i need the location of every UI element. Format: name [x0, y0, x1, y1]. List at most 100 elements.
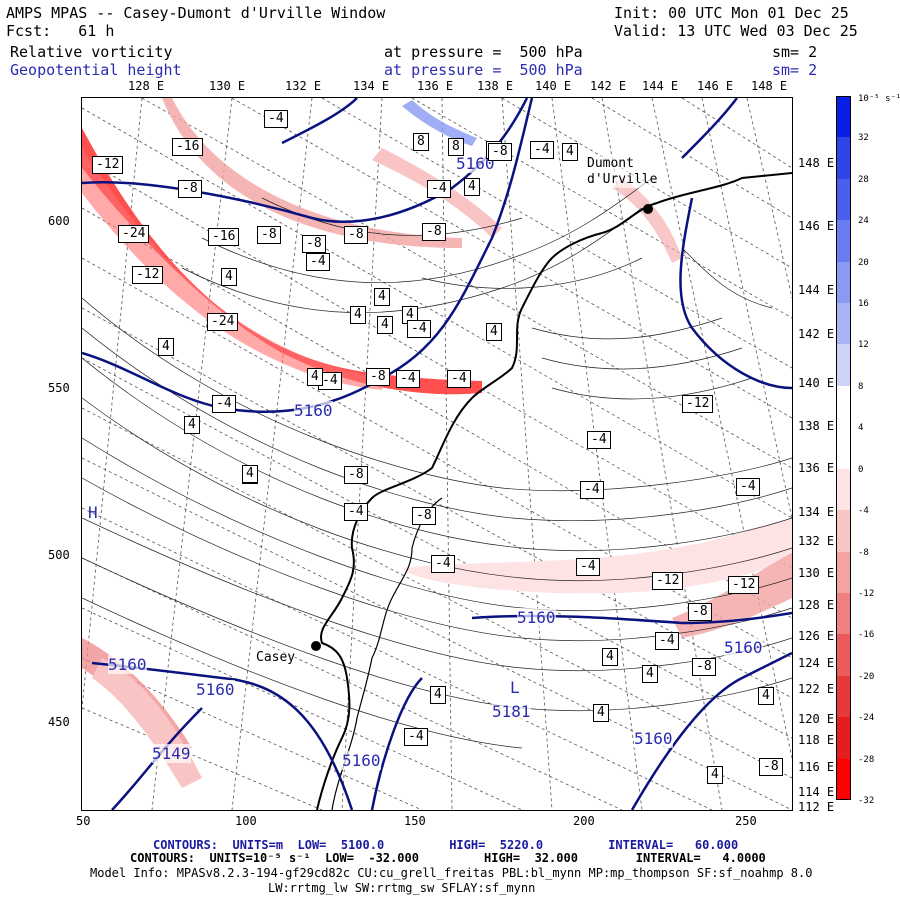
- right-axis-label: 138 E: [798, 419, 835, 433]
- right-axis-label: 126 E: [798, 629, 835, 643]
- colorbar-swatch: [836, 717, 851, 760]
- contour-label: -4: [530, 141, 554, 159]
- place-label: Dumont d'Urville: [587, 156, 658, 188]
- longitude-label: 140 E: [535, 79, 572, 93]
- colorbar-label: 28: [858, 174, 869, 185]
- longitude-label: 128 E: [128, 79, 165, 93]
- height-label: 5160: [294, 401, 333, 420]
- pressure-level-2: at pressure = 500 hPa: [384, 61, 583, 79]
- contour-label: 4: [350, 306, 366, 324]
- contour-label: 4: [158, 338, 174, 356]
- contour-label: -4: [407, 320, 431, 338]
- contour-label: -8: [488, 143, 512, 161]
- right-axis-label: 144 E: [798, 283, 835, 297]
- longitude-label: 146 E: [697, 79, 734, 93]
- x-axis-label: 200: [573, 814, 595, 828]
- y-axis-label: 450: [48, 715, 70, 729]
- right-axis-label: 118 E: [798, 733, 835, 747]
- colorbar-swatch: [836, 468, 851, 511]
- contour-label: -8: [422, 223, 446, 241]
- field-geopotential: Geopotential height: [10, 61, 182, 79]
- contour-label: 4: [374, 288, 390, 306]
- colorbar-swatch: [836, 303, 851, 345]
- colorbar-label: -32: [858, 796, 875, 806]
- contour-label: -12: [92, 156, 124, 174]
- height-label: 5149: [152, 744, 191, 763]
- colorbar-swatch: [836, 385, 851, 428]
- smoothing-1: sm= 2: [772, 43, 818, 61]
- colorbar-label: 8: [858, 381, 864, 392]
- colorbar-swatch: [836, 178, 851, 221]
- contour-label: 8: [413, 133, 429, 151]
- right-axis-label: 132 E: [798, 534, 835, 548]
- colorbar-swatch: [836, 344, 851, 387]
- contour-label: -16: [208, 228, 240, 246]
- y-axis-label: 550: [48, 381, 70, 395]
- pressure-center-label: L: [510, 678, 520, 697]
- place-label: Casey: [256, 650, 296, 666]
- contour-label: 4: [464, 178, 480, 196]
- colorbar-swatch: [836, 137, 851, 180]
- contour-label: -4: [404, 728, 428, 746]
- right-axis-label: 134 E: [798, 505, 835, 519]
- contour-label: -4: [396, 370, 420, 388]
- contour-label: 4: [402, 306, 418, 324]
- footer-height-contours: CONTOURS: UNITS=m LOW= 5100.0 HIGH= 5220…: [153, 838, 739, 852]
- height-label: 5160: [108, 655, 147, 674]
- contour-label: -8: [759, 758, 783, 776]
- contour-label: -4: [447, 370, 471, 388]
- contour-label: -8: [344, 466, 368, 484]
- contour-label: -16: [172, 138, 204, 156]
- contour-label: 4: [602, 648, 618, 666]
- contour-label: 4: [642, 665, 658, 683]
- colorbar-unit: 10⁻⁵ s⁻¹: [858, 94, 900, 104]
- contour-label: 4: [758, 687, 774, 705]
- contour-label: -4: [655, 632, 679, 650]
- right-axis-label: 130 E: [798, 566, 835, 580]
- colorbar-label: 32: [858, 133, 869, 144]
- surface-stations: [311, 204, 653, 651]
- contour-label: 8: [448, 138, 464, 156]
- longitude-label: 144 E: [642, 79, 679, 93]
- colorbar-label: -20: [858, 671, 875, 682]
- height-label: 5160: [342, 751, 381, 770]
- colorbar-label: 4: [858, 423, 864, 434]
- colorbar-swatch: [836, 96, 851, 138]
- colorbar-label: 24: [858, 216, 869, 227]
- contour-label: -4: [427, 180, 451, 198]
- contour-label: -4: [736, 478, 760, 496]
- longitude-label: 142 E: [590, 79, 627, 93]
- footer-radiation-info: LW:rrtmg_lw SW:rrtmg_sw SFLAY:sf_mynn: [268, 881, 536, 895]
- x-axis-label: 250: [735, 814, 757, 828]
- footer-vorticity-contours: CONTOURS: UNITS=10⁻⁵ s⁻¹ LOW= -32.000 HI…: [130, 851, 766, 865]
- map-title: AMPS MPAS -- Casey-Dumont d'Urville Wind…: [6, 4, 386, 22]
- contour-label: -8: [302, 235, 326, 253]
- right-axis-label: 140 E: [798, 376, 835, 390]
- contour-label: 4: [593, 704, 609, 722]
- height-label: 5160: [724, 638, 763, 657]
- contour-label: -12: [132, 266, 164, 284]
- colorbar-label: 0: [858, 464, 864, 475]
- colorbar-label: 12: [858, 340, 869, 351]
- contour-label: -4: [264, 110, 288, 128]
- y-axis-label: 600: [48, 214, 70, 228]
- height-label: 5160: [634, 729, 673, 748]
- coastline: [316, 172, 792, 810]
- x-axis-label: 50: [76, 814, 91, 828]
- colorbar-swatch: [836, 675, 851, 718]
- valid-time: Valid: 13 UTC Wed 03 Dec 25: [614, 22, 858, 40]
- colorbar-swatch: [836, 261, 851, 304]
- colorbar-label: -24: [858, 713, 875, 724]
- right-axis-label: 128 E: [798, 598, 835, 612]
- contour-label: -8: [688, 603, 712, 621]
- y-axis-label: 500: [48, 548, 70, 562]
- contour-label: -12: [728, 576, 760, 594]
- contour-label: -8: [692, 658, 716, 676]
- map-panel: Casey Dumont d'Urville 5160 5160 5160 5160 516…: [81, 97, 793, 811]
- contour-label: 4: [486, 323, 502, 341]
- map-labels: Casey Dumont d'Urville 5160 5160 5160 5160 516…: [82, 98, 792, 810]
- colorbar-label: 20: [858, 257, 869, 268]
- contour-label: -4: [318, 372, 342, 390]
- contour-label: -12: [682, 395, 714, 413]
- contour-label: 4: [377, 316, 393, 334]
